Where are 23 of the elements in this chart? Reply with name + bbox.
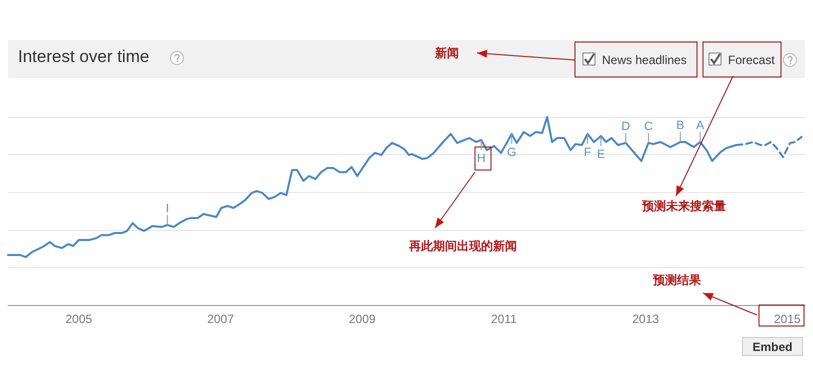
x-tick-label: 2015 (774, 312, 801, 326)
annotation: 预测结果 (653, 272, 701, 289)
x-tick-label: 2005 (65, 312, 93, 326)
annotation: A (696, 118, 704, 132)
chart-title: Interest over time (18, 47, 150, 67)
annotation: 再此期间出现的新闻 (409, 238, 517, 255)
x-tick-label: 2009 (348, 312, 376, 326)
annotation: D (621, 118, 630, 133)
x-tick-label: 2013 (632, 312, 660, 326)
annotation: B (676, 118, 684, 132)
text: 新闻 (435, 45, 459, 62)
text: Forecast (728, 53, 775, 67)
text: News headlines (602, 53, 687, 67)
annotation: G (507, 144, 516, 159)
annotation: H (476, 150, 486, 165)
annotation: F (584, 144, 592, 159)
embed-button: Embed (742, 337, 803, 356)
annotation: C (644, 118, 654, 133)
annotation: E (596, 146, 605, 161)
x-tick-label: 2011 (491, 312, 518, 326)
x-tick-label: 2007 (207, 312, 234, 326)
annotation: 预测未来搜索量 (642, 198, 726, 215)
annotation: I (166, 200, 170, 215)
